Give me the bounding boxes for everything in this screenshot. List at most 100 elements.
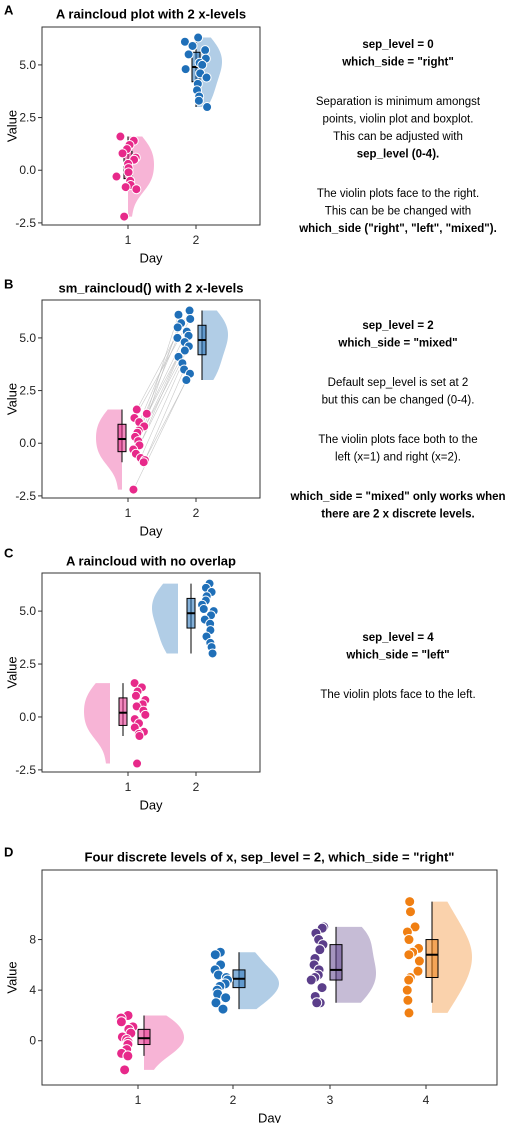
data-point <box>200 45 211 56</box>
data-point <box>404 906 416 918</box>
y-tick-label: 0.0 <box>19 710 36 724</box>
y-tick-label: 0.0 <box>19 436 36 450</box>
data-point <box>401 984 413 996</box>
data-point <box>403 974 415 986</box>
x-tick-label: 2 <box>230 1093 237 1107</box>
data-point <box>403 934 415 946</box>
x-tick-label: 1 <box>125 506 132 520</box>
data-point <box>201 72 212 83</box>
note-line: which_side = "left" <box>345 650 449 662</box>
y-tick-label: 0 <box>29 1034 36 1048</box>
data-point <box>141 408 152 419</box>
x-tick-label: 2 <box>193 780 200 794</box>
data-point <box>210 997 222 1009</box>
x-axis-title: Day <box>258 1111 282 1123</box>
data-point <box>122 1050 134 1062</box>
data-point <box>409 921 421 933</box>
y-tick-label: -2.5 <box>15 763 36 777</box>
data-point <box>179 36 190 47</box>
data-point <box>128 484 139 495</box>
note-line: The violin plots face to the left. <box>320 689 475 701</box>
data-point <box>140 709 151 720</box>
plot-border <box>41 869 498 1086</box>
data-point <box>119 211 130 222</box>
data-point <box>183 49 194 60</box>
x-tick-label: 1 <box>135 1093 142 1107</box>
data-point <box>179 345 190 356</box>
data-point <box>413 955 425 967</box>
note-line: points, violin plot and boxplot. <box>323 114 474 126</box>
note-line: This can be be changed with <box>325 206 471 218</box>
x-axis-title: Day <box>139 524 163 539</box>
data-point <box>220 992 232 1004</box>
x-tick-label: 2 <box>193 233 200 247</box>
y-tick-label: 2.5 <box>19 111 36 125</box>
note-line: left (x=1) and right (x=2). <box>335 452 461 464</box>
data-point <box>402 994 414 1006</box>
x-tick-label: 3 <box>327 1093 334 1107</box>
data-point <box>198 603 209 614</box>
y-tick-label: 8 <box>29 933 36 947</box>
data-point <box>123 167 134 178</box>
plot-border <box>41 572 261 773</box>
note-line: which_side = "mixed" only works when <box>289 491 505 503</box>
data-point <box>111 171 122 182</box>
x-tick-label: 1 <box>125 233 132 247</box>
data-point <box>120 182 131 193</box>
x-axis-title: Day <box>139 798 163 813</box>
data-point <box>172 322 183 333</box>
plot-border <box>41 26 261 226</box>
x-tick-label: 4 <box>423 1093 430 1107</box>
y-axis-title: Value <box>5 110 20 142</box>
chart-title: A raincloud plot with 2 x-levels <box>56 7 246 22</box>
note-line: sep_level = 2 <box>362 320 433 332</box>
violin <box>432 901 472 1013</box>
data-point <box>115 1016 127 1028</box>
data-point <box>173 309 184 320</box>
y-tick-label: -2.5 <box>15 216 36 230</box>
note-line: which_side ("right", "left", "mixed"). <box>298 223 497 235</box>
violin <box>96 409 122 490</box>
data-point <box>193 32 204 43</box>
data-point <box>172 332 183 343</box>
data-point <box>209 949 221 961</box>
note-line: Separation is minimum amongst <box>316 96 481 108</box>
data-point <box>131 184 142 195</box>
note-line: This can be adjusted with <box>333 131 463 143</box>
violin <box>239 952 279 1010</box>
box-body <box>329 944 343 981</box>
y-tick-label: 5.0 <box>19 58 36 72</box>
x-axis-title: Day <box>139 251 163 266</box>
pair-line <box>133 379 187 490</box>
data-point <box>403 949 415 961</box>
violin <box>144 1015 184 1070</box>
note-line: sep_level = 4 <box>362 632 434 644</box>
data-point <box>305 974 317 986</box>
note-line: sep_level (0-4). <box>357 149 439 161</box>
data-point <box>403 1007 415 1019</box>
data-point <box>217 1003 229 1015</box>
box-body <box>117 423 127 453</box>
data-point <box>412 965 424 977</box>
data-point <box>404 896 416 908</box>
pair-line <box>144 369 185 461</box>
panel-label: C <box>4 546 14 561</box>
chart-title: sm_raincloud() with 2 x-levels <box>59 281 244 296</box>
data-point <box>314 944 326 956</box>
y-axis-title: Value <box>5 383 20 415</box>
data-point <box>117 148 128 159</box>
note-line: The violin plots face both to the <box>318 434 477 446</box>
pair-line <box>135 356 179 454</box>
y-tick-label: -2.5 <box>15 489 36 503</box>
violin <box>336 926 376 1003</box>
chart-title: Four discrete levels of x, sep_level = 2… <box>85 850 455 865</box>
data-point <box>193 95 204 106</box>
note-line: but this can be changed (0-4). <box>322 395 475 407</box>
data-point <box>138 457 149 468</box>
panel-label: D <box>4 845 13 860</box>
note-line: sep_level = 0 <box>362 39 433 51</box>
x-tick-label: 2 <box>193 506 200 520</box>
chart-title: A raincloud with no overlap <box>66 554 236 569</box>
data-point <box>119 1064 131 1076</box>
